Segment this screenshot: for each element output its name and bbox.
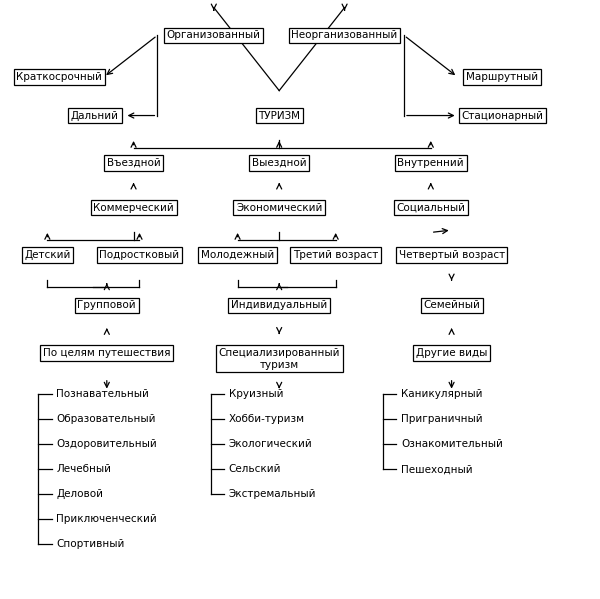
Text: Образовательный: Образовательный [56, 415, 156, 424]
Text: Детский: Детский [24, 250, 71, 260]
Text: Экстремальный: Экстремальный [229, 489, 316, 499]
Text: Стационарный: Стационарный [461, 111, 543, 120]
Text: Лечебный: Лечебный [56, 464, 111, 474]
Text: Краткосрочный: Краткосрочный [16, 72, 102, 82]
Text: ТУРИЗМ: ТУРИЗМ [258, 111, 300, 120]
Text: Круизный: Круизный [229, 389, 283, 400]
Text: Каникулярный: Каникулярный [401, 389, 482, 400]
Text: Экологический: Экологический [229, 439, 313, 449]
Text: Неорганизованный: Неорганизованный [292, 31, 398, 40]
Text: Внутренний: Внутренний [397, 158, 464, 168]
Text: Четвертый возраст: Четвертый возраст [398, 250, 505, 260]
Text: Экономический: Экономический [236, 202, 322, 213]
Text: Другие виды: Другие виды [416, 348, 487, 358]
Text: Индивидуальный: Индивидуальный [231, 301, 328, 310]
Text: Выездной: Выездной [252, 158, 307, 168]
Text: Оздоровительный: Оздоровительный [56, 439, 157, 449]
Text: По целям путешествия: По целям путешествия [43, 348, 170, 358]
Text: Маршрутный: Маршрутный [466, 72, 538, 82]
Text: Хобби-туризм: Хобби-туризм [229, 415, 305, 424]
Text: Молодежный: Молодежный [201, 250, 274, 260]
Text: Организованный: Организованный [167, 31, 261, 40]
Text: Третий возраст: Третий возраст [293, 250, 378, 260]
Text: Специализированный
туризм: Специализированный туризм [218, 348, 340, 370]
Text: Дальний: Дальний [71, 111, 119, 120]
Text: Социальный: Социальный [396, 202, 465, 213]
Text: Ознакомительный: Ознакомительный [401, 439, 503, 449]
Text: Приграничный: Приграничный [401, 415, 482, 424]
Text: Семейный: Семейный [423, 301, 480, 310]
Text: Деловой: Деловой [56, 489, 103, 499]
Text: Пешеходный: Пешеходный [401, 464, 473, 474]
Text: Групповой: Групповой [77, 301, 136, 310]
Text: Приключенческий: Приключенческий [56, 514, 157, 524]
Text: Познавательный: Познавательный [56, 389, 149, 400]
Text: Подростковый: Подростковый [100, 250, 179, 260]
Text: Коммерческий: Коммерческий [93, 202, 174, 213]
Text: Въездной: Въездной [107, 158, 160, 168]
Text: Спортивный: Спортивный [56, 539, 125, 549]
Text: Сельский: Сельский [229, 464, 281, 474]
